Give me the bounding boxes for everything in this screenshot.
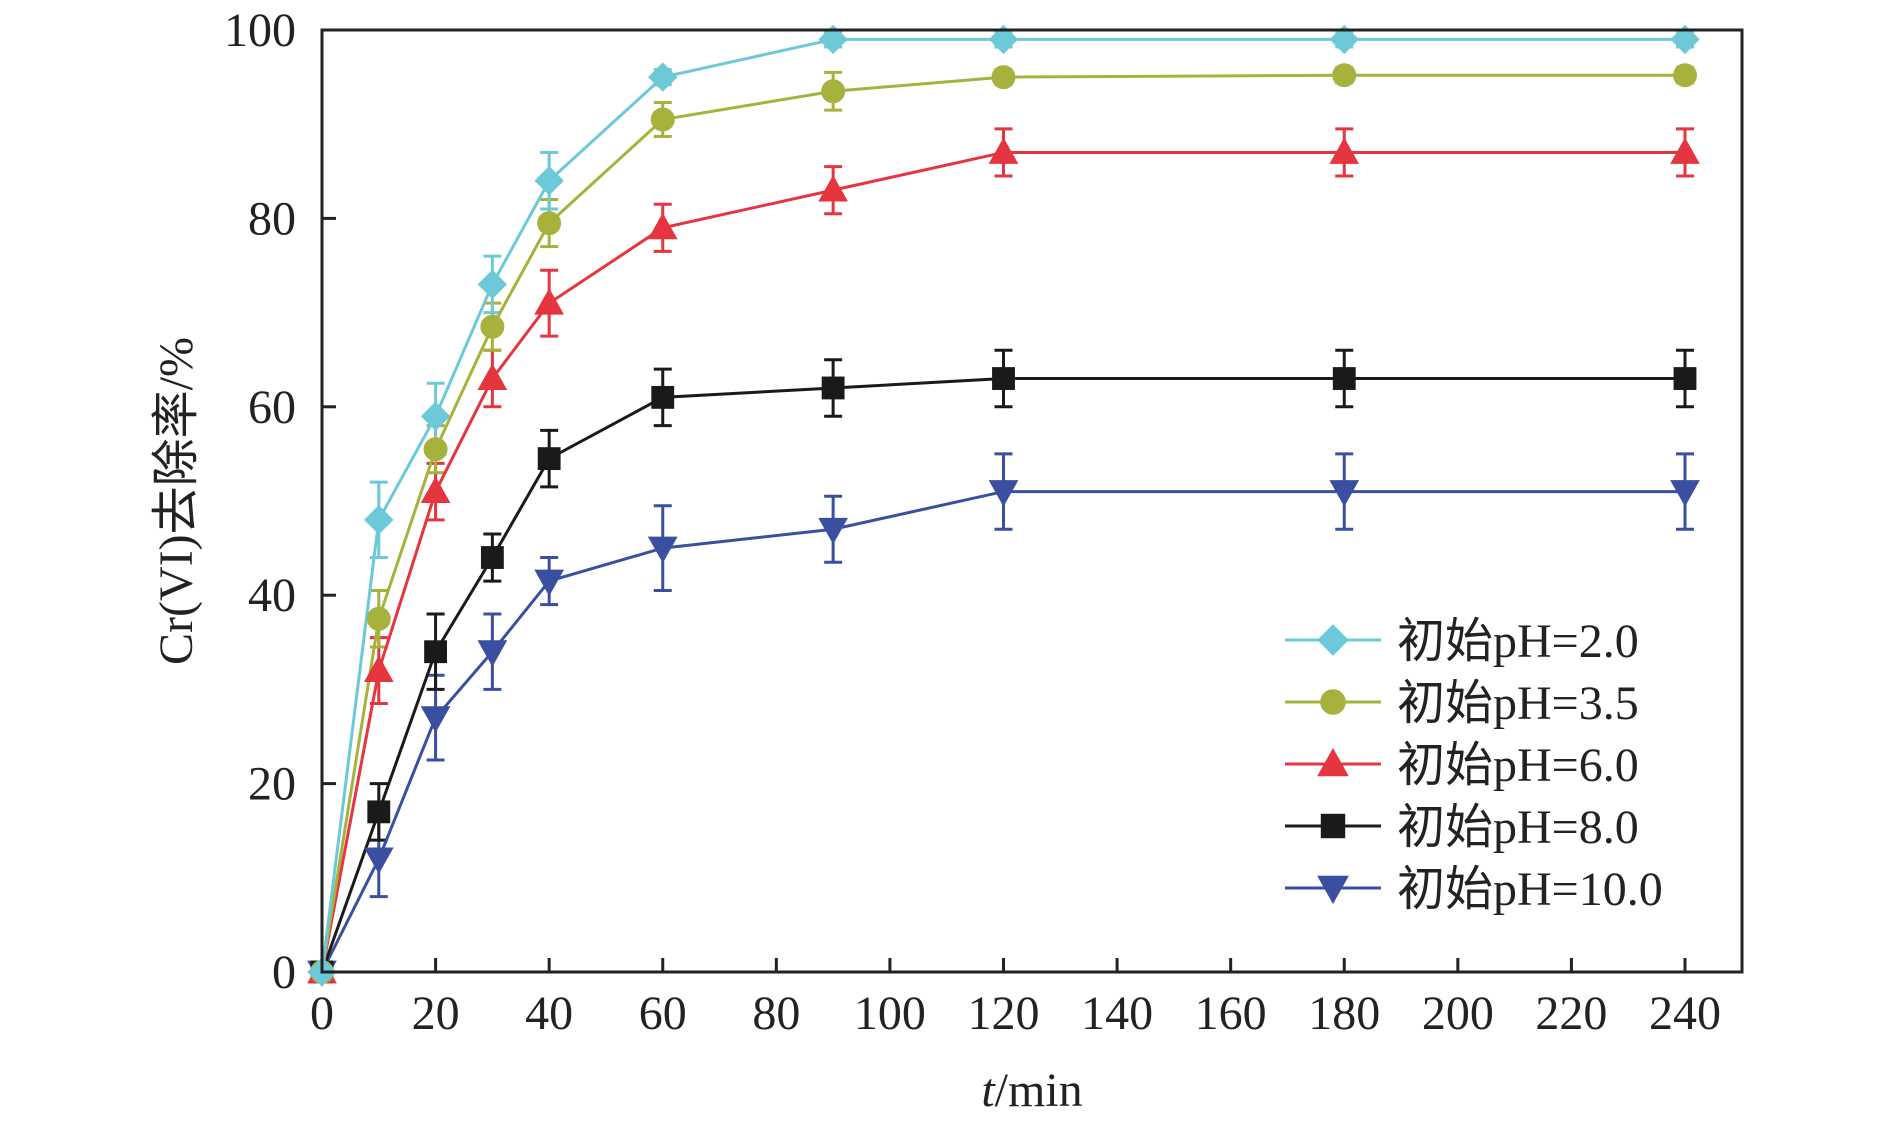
data-point	[366, 606, 391, 631]
legend-label: 初始pH=3.5	[1397, 677, 1639, 730]
data-point	[537, 211, 562, 236]
data-point	[1673, 367, 1697, 390]
legend-label: 初始pH=8.0	[1397, 801, 1639, 854]
x-tick-label: 0	[310, 987, 334, 1040]
data-point	[648, 62, 678, 92]
x-tick-label: 180	[1308, 987, 1380, 1040]
data-point	[988, 24, 1019, 55]
y-tick-label: 60	[248, 381, 296, 434]
legend-marker	[1317, 875, 1349, 905]
data-point	[534, 288, 565, 315]
x-axis-title-unit: /min	[995, 1064, 1083, 1117]
x-tick-label: 200	[1422, 987, 1494, 1040]
data-point	[420, 706, 451, 733]
x-tick-label: 60	[639, 987, 687, 1040]
x-tick-label: 140	[1081, 987, 1153, 1040]
y-tick-label: 40	[248, 569, 296, 622]
data-point	[992, 367, 1015, 390]
data-point	[1329, 137, 1360, 164]
x-tick-label: 40	[525, 987, 573, 1040]
data-point	[1332, 367, 1356, 390]
series-line	[320, 490, 1685, 973]
data-point	[1670, 137, 1700, 164]
data-point	[821, 79, 846, 104]
data-point	[650, 107, 675, 132]
series-line	[320, 150, 1685, 973]
y-tick-label: 100	[224, 4, 296, 57]
data-point	[818, 24, 848, 55]
y-tick-label: 80	[248, 192, 296, 245]
y-axis-tick-labels: 0 20 40 60 80 100	[224, 4, 296, 999]
data-point	[477, 269, 508, 300]
x-tick-label: 100	[854, 987, 926, 1040]
y-tick-label: 0	[272, 946, 296, 999]
data-point	[1670, 480, 1700, 507]
data-point	[480, 546, 504, 569]
series-line	[320, 37, 1685, 973]
legend: 初始pH=2.0 初始pH=3.5 初始pH=6.0 初始pH=8.0 初始pH=10.…	[1285, 615, 1663, 916]
data-point	[477, 640, 508, 667]
data-point	[647, 536, 678, 564]
series-lines	[320, 37, 1685, 973]
legend-item: 初始pH=3.5	[1285, 677, 1639, 730]
data-point	[363, 655, 394, 682]
data-point	[364, 505, 394, 535]
data-point	[647, 212, 678, 240]
data-point	[1332, 63, 1357, 88]
data-point	[818, 517, 848, 545]
data-point	[1329, 24, 1359, 55]
data-point	[651, 385, 675, 409]
legend-label: 初始pH=10.0	[1397, 863, 1663, 916]
x-tick-label: 160	[1195, 987, 1267, 1040]
plot-area-frame	[320, 28, 1744, 974]
x-axis-title-variable: t	[981, 1064, 996, 1117]
axis-ticks	[320, 28, 1687, 974]
x-tick-label: 120	[968, 987, 1040, 1040]
data-point	[424, 640, 448, 664]
data-point	[363, 847, 394, 874]
data-point	[537, 447, 561, 471]
data-point	[1329, 480, 1360, 507]
y-tick-label: 20	[248, 758, 296, 811]
x-tick-label: 20	[412, 987, 460, 1040]
x-axis-tick-labels: 0 20 40 60 80 100 120 140 160 180 200 220 240	[310, 987, 1721, 1040]
data-point	[988, 137, 1019, 164]
data-point	[477, 363, 508, 390]
series-line	[320, 73, 1685, 973]
data-point	[367, 800, 391, 824]
legend-label: 初始pH=2.0	[1397, 615, 1639, 668]
x-tick-label: 240	[1649, 987, 1721, 1040]
series-line	[320, 377, 1685, 973]
data-point	[480, 314, 505, 339]
data-point	[420, 476, 451, 503]
data-point	[821, 376, 845, 400]
data-point	[988, 480, 1019, 507]
data-point	[1670, 24, 1700, 55]
legend-item: 初始pH=10.0	[1285, 863, 1663, 916]
data-point	[423, 437, 448, 462]
legend-marker	[1317, 747, 1349, 777]
x-tick-label: 80	[752, 987, 800, 1040]
data-point	[818, 175, 848, 202]
data-point	[420, 401, 451, 431]
series-markers	[307, 24, 1700, 988]
x-axis-title: t/min	[981, 1064, 1082, 1117]
data-point	[534, 569, 565, 597]
y-axis-title: Cr(VI)去除率/%	[150, 337, 203, 665]
legend-label: 初始pH=6.0	[1397, 739, 1639, 792]
data-point	[991, 65, 1016, 90]
data-point	[1673, 63, 1697, 88]
legend-marker	[1320, 813, 1346, 839]
legend-item: 初始pH=2.0	[1285, 615, 1639, 668]
legend-marker	[1320, 689, 1346, 715]
legend-marker	[1317, 624, 1349, 656]
x-tick-label: 220	[1535, 987, 1607, 1040]
data-point	[534, 166, 564, 196]
legend-item: 初始pH=8.0	[1285, 801, 1639, 854]
legend-item: 初始pH=6.0	[1285, 739, 1639, 792]
